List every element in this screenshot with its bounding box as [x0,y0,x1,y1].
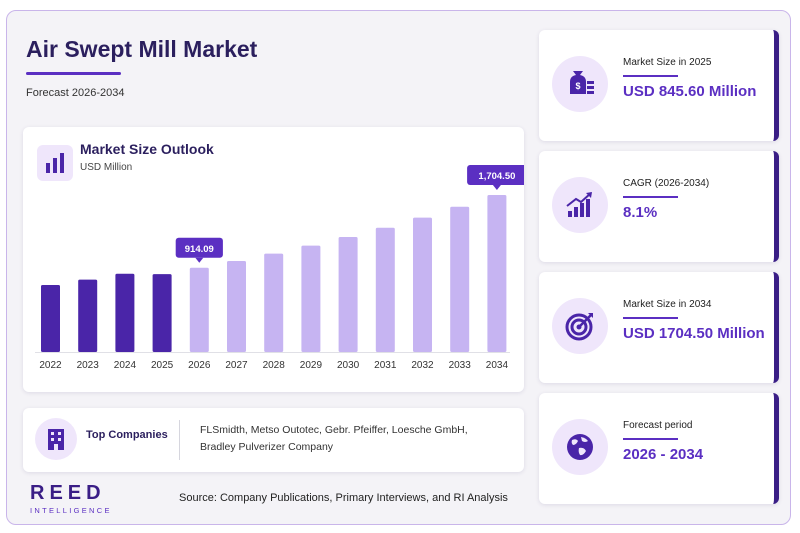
stat-value: USD 845.60 Million [623,83,757,100]
x-tick-label: 2034 [486,360,509,371]
x-tick-label: 2033 [449,360,472,371]
x-tick-label: 2023 [77,360,100,371]
source-note: Source: Company Publications, Primary In… [179,492,508,504]
top-companies-card: Top Companies FLSmidth, Metso Outotec, G… [23,408,524,472]
x-tick-label: 2025 [151,360,174,371]
stat-underline [623,438,678,440]
stat-value: 2026 - 2034 [623,446,704,463]
companies-list: FLSmidth, Metso Outotec, Gebr. Pfeiffer,… [200,424,468,453]
x-tick-label: 2022 [39,360,62,371]
growth-chart-icon [552,177,608,233]
chart-unit-label: USD Million [80,162,133,173]
stat-card-market-2025: $ Market Size in 2025 USD 845.60 Million [539,30,779,141]
money-bag-icon: $ [552,56,608,112]
data-label: 1,704.50 [478,171,515,182]
brand-name: REED [30,482,106,504]
bar-2022 [41,285,60,352]
globe-icon [552,419,608,475]
bar-2031 [375,227,395,352]
stat-underline [623,317,678,319]
svg-text:$: $ [575,81,580,91]
bar-2029 [301,245,321,352]
stat-value: USD 1704.50 Million [623,325,765,342]
x-tick-label: 2031 [374,360,397,371]
brand-tagline: INTELLIGENCE [30,506,112,515]
bar-2033 [450,206,470,352]
building-icon [35,418,77,460]
x-tick-label: 2027 [225,360,248,371]
stat-label: Market Size in 2025 [623,57,712,68]
data-label: 914.09 [185,244,214,255]
bar-2023 [78,279,98,352]
page-subtitle: Forecast 2026-2034 [26,87,125,99]
stat-card-forecast-period: Forecast period 2026 - 2034 [539,393,779,504]
bar-2032 [413,217,432,352]
x-tick-label: 2028 [263,360,286,371]
bar-2034 [487,195,507,352]
bar-chart-icon [37,145,73,181]
target-icon [552,298,608,354]
bar-2026 [189,267,209,352]
bar-2027 [227,260,246,352]
x-tick-label: 2030 [337,360,360,371]
divider [179,420,180,460]
stat-underline [623,196,678,198]
x-tick-label: 2029 [300,360,323,371]
stat-card-market-2034: Market Size in 2034 USD 1704.50 Million [539,272,779,383]
top-companies-label: Top Companies [86,429,168,441]
callout-2026: 914.09 [175,237,223,263]
stat-underline [623,75,678,77]
stat-value: 8.1% [623,204,658,221]
bar-2030 [338,237,358,352]
brand-logo: REED INTELLIGENCE [30,482,130,515]
stat-card-cagr: CAGR (2026-2034) 8.1% [539,151,779,262]
stat-label: Market Size in 2034 [623,299,712,310]
title-underline [26,72,121,75]
bar-2024 [115,273,135,352]
x-tick-label: 2032 [411,360,434,371]
bar-chart: 2022 2023 2024 2025 2026 2027 2028 2029 2030 2031… [35,165,524,371]
stat-label: CAGR (2026-2034) [623,178,710,189]
chart-card: Market Size Outlook USD Million 2022 2023… [23,127,524,392]
x-tick-label: 2024 [114,360,137,371]
x-tick-label: 2026 [188,360,211,371]
callout-2034: 1,704.50 [467,165,524,190]
bar-2028 [264,253,284,352]
bar-2025 [152,274,172,352]
chart-title: Market Size Outlook [80,141,214,157]
stat-label: Forecast period [623,420,693,431]
page-title: Air Swept Mill Market [26,36,258,62]
